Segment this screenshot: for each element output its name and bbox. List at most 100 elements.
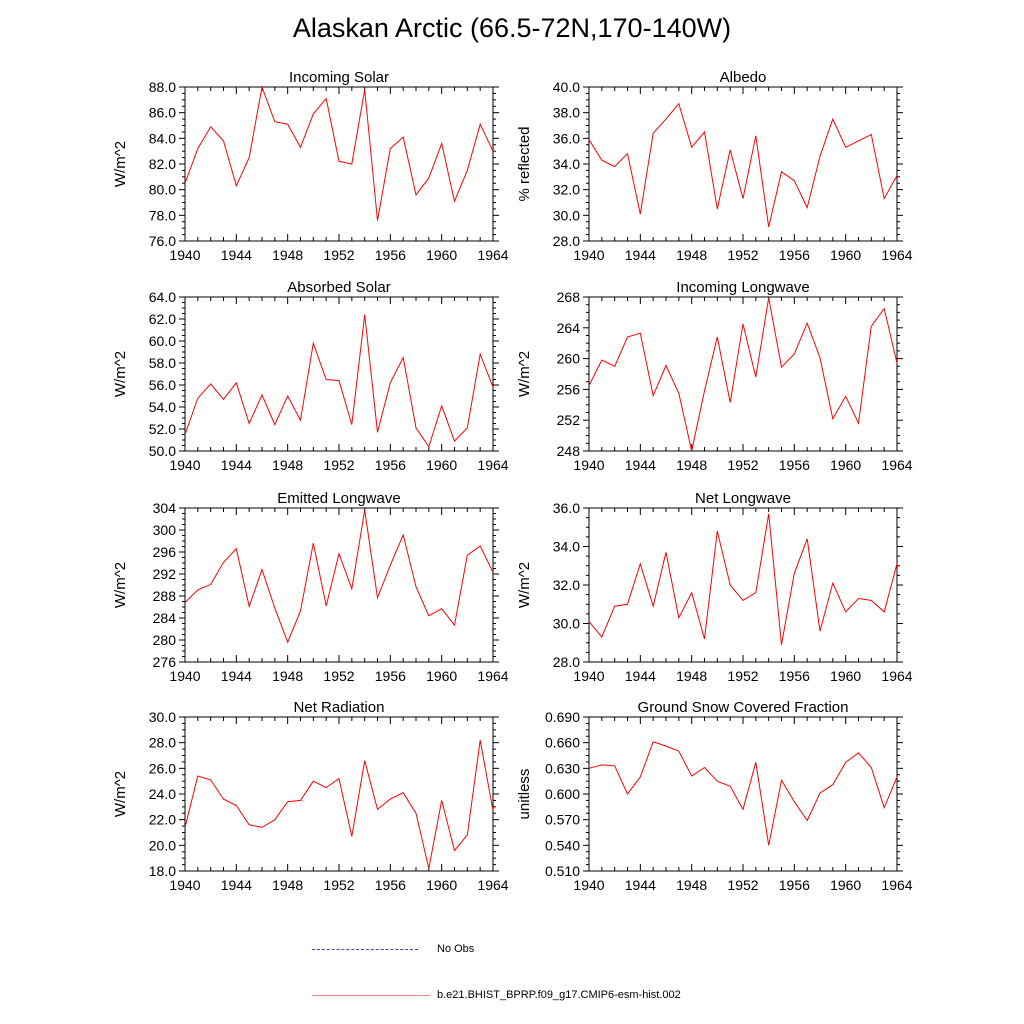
x-tick-label: 1944	[625, 668, 656, 684]
y-tick-label: 18.0	[149, 863, 176, 879]
y-tick-label: 300	[153, 522, 177, 538]
y-tick-label: 76.0	[149, 233, 176, 249]
y-tick-label: 36.0	[553, 130, 580, 146]
y-tick-label: 60.0	[149, 333, 176, 349]
y-tick-label: 50.0	[149, 443, 176, 459]
legend-model-line	[312, 995, 430, 996]
x-tick-label: 1948	[676, 877, 707, 893]
y-axis-label: W/m^2	[516, 351, 533, 397]
y-tick-label: 276	[153, 654, 177, 670]
x-tick-label: 1956	[779, 247, 810, 263]
y-tick-label: 62.0	[149, 311, 176, 327]
y-tick-label: 32.0	[553, 182, 580, 198]
y-tick-label: 288	[153, 588, 177, 604]
y-tick-label: 86.0	[149, 105, 176, 121]
y-axis-label: W/m^2	[112, 351, 129, 397]
x-tick-label: 1940	[169, 247, 200, 263]
x-tick-label: 1944	[625, 457, 656, 473]
x-tick-label: 1956	[779, 668, 810, 684]
x-tick-label: 1964	[477, 668, 508, 684]
y-axis-label: % reflected	[516, 126, 533, 201]
series-line-absorbed-solar	[184, 314, 494, 448]
x-tick-label: 1964	[881, 668, 912, 684]
y-tick-label: 78.0	[149, 207, 176, 223]
y-tick-label: 296	[153, 544, 177, 560]
x-tick-label: 1960	[426, 247, 457, 263]
legend-obs-label: No Obs	[437, 943, 475, 955]
y-tick-label: 84.0	[149, 130, 176, 146]
panel-frame	[588, 507, 898, 663]
y-tick-label: 26.0	[149, 760, 176, 776]
figure-title: Alaskan Arctic (66.5-72N,170-140W)	[292, 13, 732, 43]
series-line-net-longwave	[588, 513, 898, 645]
x-tick-label: 1948	[272, 877, 303, 893]
panel-title: Net Longwave	[695, 490, 791, 507]
x-tick-label: 1960	[830, 247, 861, 263]
panel-frame	[184, 716, 494, 872]
y-tick-label: 36.0	[553, 500, 580, 516]
y-tick-label: 52.0	[149, 421, 176, 437]
y-tick-label: 0.570	[545, 812, 580, 828]
x-tick-label: 1960	[830, 877, 861, 893]
y-tick-label: 284	[153, 610, 177, 626]
x-tick-label: 1940	[169, 457, 200, 473]
legend-obs-line	[312, 949, 418, 950]
x-tick-label: 1960	[830, 668, 861, 684]
y-tick-label: 292	[153, 566, 177, 582]
y-tick-label: 0.630	[545, 760, 580, 776]
x-tick-label: 1948	[272, 668, 303, 684]
series-line-ground-snow-covered-fraction	[588, 741, 898, 846]
x-tick-label: 1948	[272, 457, 303, 473]
x-tick-label: 1952	[323, 247, 354, 263]
x-tick-label: 1940	[573, 457, 604, 473]
x-tick-label: 1948	[676, 247, 707, 263]
x-tick-label: 1964	[477, 457, 508, 473]
y-tick-label: 38.0	[553, 105, 580, 121]
y-tick-label: 0.510	[545, 863, 580, 879]
panel-title: Albedo	[720, 69, 767, 86]
panel-incoming-solar: 1940 1944 1948 1952 1956 1960 1964 76.0 78.0 80.0…	[112, 69, 509, 263]
y-tick-label: 34.0	[553, 156, 580, 172]
x-tick-label: 1964	[881, 247, 912, 263]
y-tick-label: 24.0	[149, 786, 176, 802]
y-tick-label: 252	[557, 412, 581, 428]
panel-frame	[588, 86, 898, 242]
y-tick-label: 32.0	[553, 577, 580, 593]
x-tick-label: 1964	[477, 877, 508, 893]
x-tick-label: 1940	[573, 247, 604, 263]
y-tick-label: 268	[557, 289, 581, 305]
x-tick-label: 1952	[727, 457, 758, 473]
panel-frame	[184, 507, 494, 663]
x-tick-label: 1960	[426, 668, 457, 684]
legend-model-label: b.e21.BHIST_BPRP.f09_g17.CMIP6-esm-hist.…	[437, 989, 681, 1001]
panel-net-longwave: 1940 1944 1948 1952 1956 1960 1964 28.0 30.0 32.0…	[516, 490, 913, 684]
panel-incoming-longwave: 1940 1944 1948 1952 1956 1960 1964 248 252 256 260…	[516, 279, 913, 473]
y-tick-label: 264	[557, 320, 581, 336]
x-tick-label: 1964	[881, 457, 912, 473]
y-tick-label: 280	[153, 632, 177, 648]
y-tick-label: 54.0	[149, 399, 176, 415]
x-tick-label: 1952	[323, 668, 354, 684]
panel-frame	[588, 716, 898, 872]
y-tick-label: 82.0	[149, 156, 176, 172]
panel-title: Incoming Solar	[289, 69, 389, 86]
y-tick-label: 0.540	[545, 837, 580, 853]
y-tick-label: 0.600	[545, 786, 580, 802]
y-tick-label: 28.0	[553, 654, 580, 670]
x-tick-label: 1944	[221, 247, 252, 263]
y-tick-label: 22.0	[149, 812, 176, 828]
y-tick-label: 34.0	[553, 539, 580, 555]
x-tick-label: 1940	[169, 877, 200, 893]
x-tick-label: 1948	[676, 457, 707, 473]
y-axis-label: W/m^2	[112, 141, 129, 187]
x-tick-label: 1948	[676, 668, 707, 684]
x-tick-label: 1960	[426, 877, 457, 893]
panel-title: Net Radiation	[294, 699, 385, 716]
panel-title: Incoming Longwave	[676, 279, 809, 296]
x-tick-label: 1960	[830, 457, 861, 473]
y-tick-label: 0.660	[545, 735, 580, 751]
y-tick-label: 260	[557, 351, 581, 367]
panel-title: Absorbed Solar	[287, 279, 390, 296]
x-tick-label: 1952	[727, 668, 758, 684]
